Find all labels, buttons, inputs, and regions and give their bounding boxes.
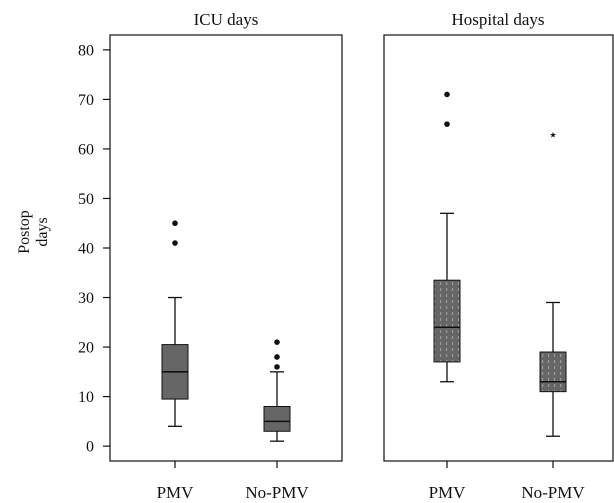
outlier-dot-icu-nopmv-0 (274, 364, 280, 370)
y-tick-label-70: 70 (78, 92, 94, 109)
outlier-dot-icu-nopmv-2 (274, 339, 280, 345)
outlier-dot-icu-nopmv-1 (274, 354, 280, 360)
outlier-star-hospital-nopmv-0: ⋆ (548, 125, 558, 144)
box-hospital-nopmv (539, 351, 567, 393)
category-label-hospital-pmv: PMV (429, 483, 467, 502)
panel-frame-hospital (383, 34, 614, 462)
boxplot-marks: ⋆ (161, 91, 567, 442)
outlier-dot-hospital-pmv-1 (444, 91, 450, 98)
panel-frame-icu (109, 34, 343, 462)
box-hospital-pmv (433, 279, 461, 363)
outlier-dot-icu-pmv-1 (172, 220, 178, 227)
y-tick-label-80: 80 (78, 42, 94, 59)
outlier-dot-hospital-pmv-0 (444, 121, 450, 127)
panel-title-hospital: Hospital days (451, 10, 544, 29)
y-tick-label-30: 30 (78, 290, 94, 307)
y-tick-label-40: 40 (78, 241, 94, 258)
y-tick-label-50: 50 (78, 191, 94, 208)
y-axis-ticks: 0 10 20 30 40 50 60 70 80 (78, 42, 110, 456)
y-axis-title-line-2: days (34, 217, 51, 246)
y-tick-label-60: 60 (78, 141, 94, 158)
box-icu-nopmv (263, 406, 291, 432)
y-tick-label-20: 20 (78, 340, 94, 357)
category-label-hospital-nopmv: No-PMV (521, 483, 585, 502)
outlier-dot-icu-pmv-0 (172, 240, 178, 246)
y-axis-title-line-1: Postop (16, 210, 33, 254)
y-tick-label-10: 10 (78, 389, 94, 406)
y-tick-label-0: 0 (86, 439, 94, 456)
category-label-icu-pmv: PMV (157, 483, 195, 502)
panel-title-icu: ICU days (194, 10, 259, 29)
category-label-icu-nopmv: No-PMV (245, 483, 309, 502)
